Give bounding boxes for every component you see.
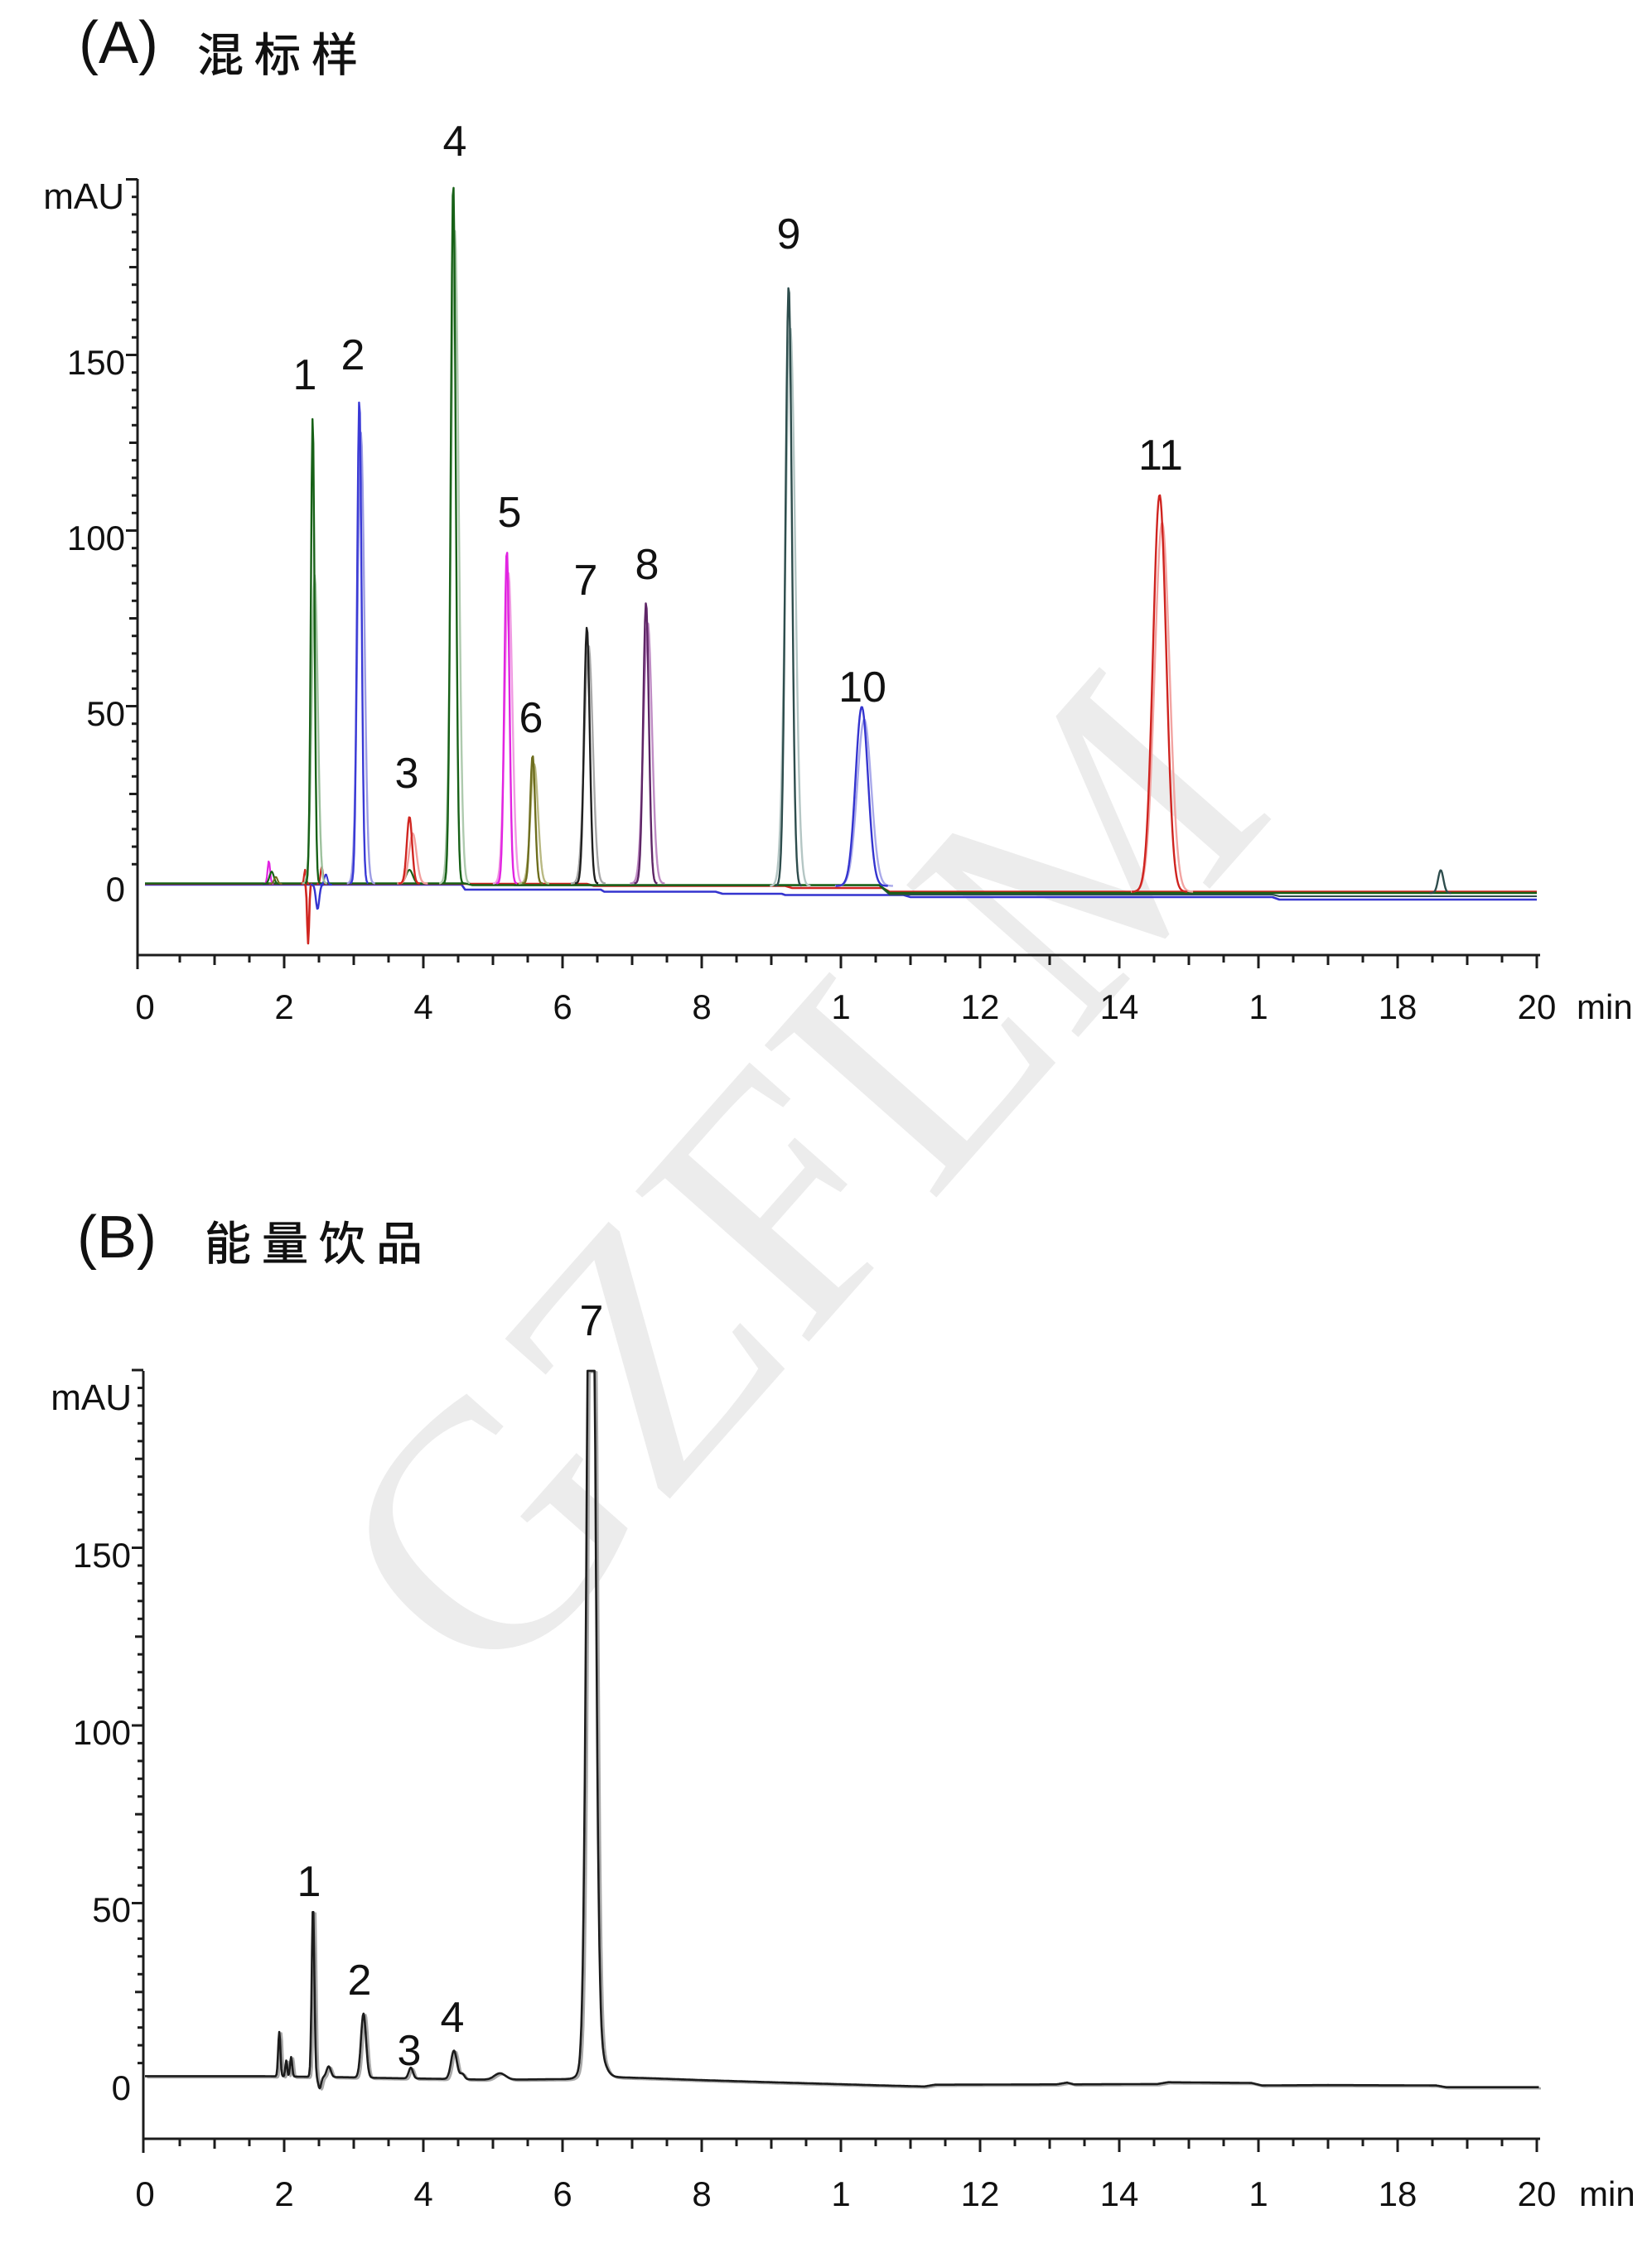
svg-text:mAU: mAU [43,176,124,217]
svg-text:8: 8 [692,987,711,1026]
svg-text:(B): (B) [77,1204,157,1271]
svg-text:1: 1 [1249,2174,1268,2213]
svg-text:4: 4 [413,2174,432,2213]
svg-text:14: 14 [1100,2174,1139,2213]
svg-text:6: 6 [519,694,543,742]
svg-text:min: min [1579,2174,1635,2213]
svg-text:1: 1 [1249,987,1268,1026]
svg-text:7: 7 [574,557,598,605]
svg-text:2: 2 [341,331,365,379]
svg-text:1: 1 [831,2174,850,2213]
svg-text:mAU: mAU [51,1378,132,1418]
svg-text:2: 2 [348,1957,372,2005]
svg-text:12: 12 [961,987,1000,1026]
svg-text:18: 18 [1379,987,1418,1026]
svg-text:150: 150 [73,1536,131,1575]
svg-text:0: 0 [135,987,154,1026]
svg-text:1: 1 [297,1858,321,1906]
svg-text:4: 4 [413,987,432,1026]
svg-text:6: 6 [553,987,572,1026]
svg-text:4: 4 [441,1994,465,2042]
svg-text:9: 9 [777,210,801,258]
svg-text:12: 12 [961,2174,1000,2213]
svg-text:20: 20 [1518,987,1557,1026]
svg-text:4: 4 [443,118,467,166]
svg-text:(A): (A) [79,10,158,76]
svg-text:min: min [1577,987,1633,1026]
svg-text:1: 1 [831,987,850,1026]
svg-text:0: 0 [135,2174,154,2213]
svg-text:0: 0 [112,2068,131,2107]
svg-text:18: 18 [1379,2174,1418,2213]
svg-text:0: 0 [106,870,125,909]
svg-text:150: 150 [67,343,125,382]
svg-text:20: 20 [1518,2174,1557,2213]
svg-text:6: 6 [553,2174,572,2213]
svg-text:11: 11 [1138,432,1183,480]
svg-text:14: 14 [1100,987,1139,1026]
svg-text:5: 5 [498,489,522,537]
svg-text:10: 10 [838,664,886,712]
svg-text:1: 1 [293,351,317,399]
svg-text:3: 3 [395,750,419,798]
svg-text:8: 8 [692,2174,711,2213]
svg-text:7: 7 [580,1297,604,1345]
svg-text:100: 100 [73,1713,131,1752]
svg-text:3: 3 [398,2027,422,2075]
svg-text:50: 50 [86,694,125,733]
svg-text:8: 8 [635,541,659,589]
svg-text:2: 2 [274,987,293,1026]
svg-text:50: 50 [92,1890,131,1929]
svg-text:2: 2 [274,2174,293,2213]
svg-text:100: 100 [67,519,125,557]
